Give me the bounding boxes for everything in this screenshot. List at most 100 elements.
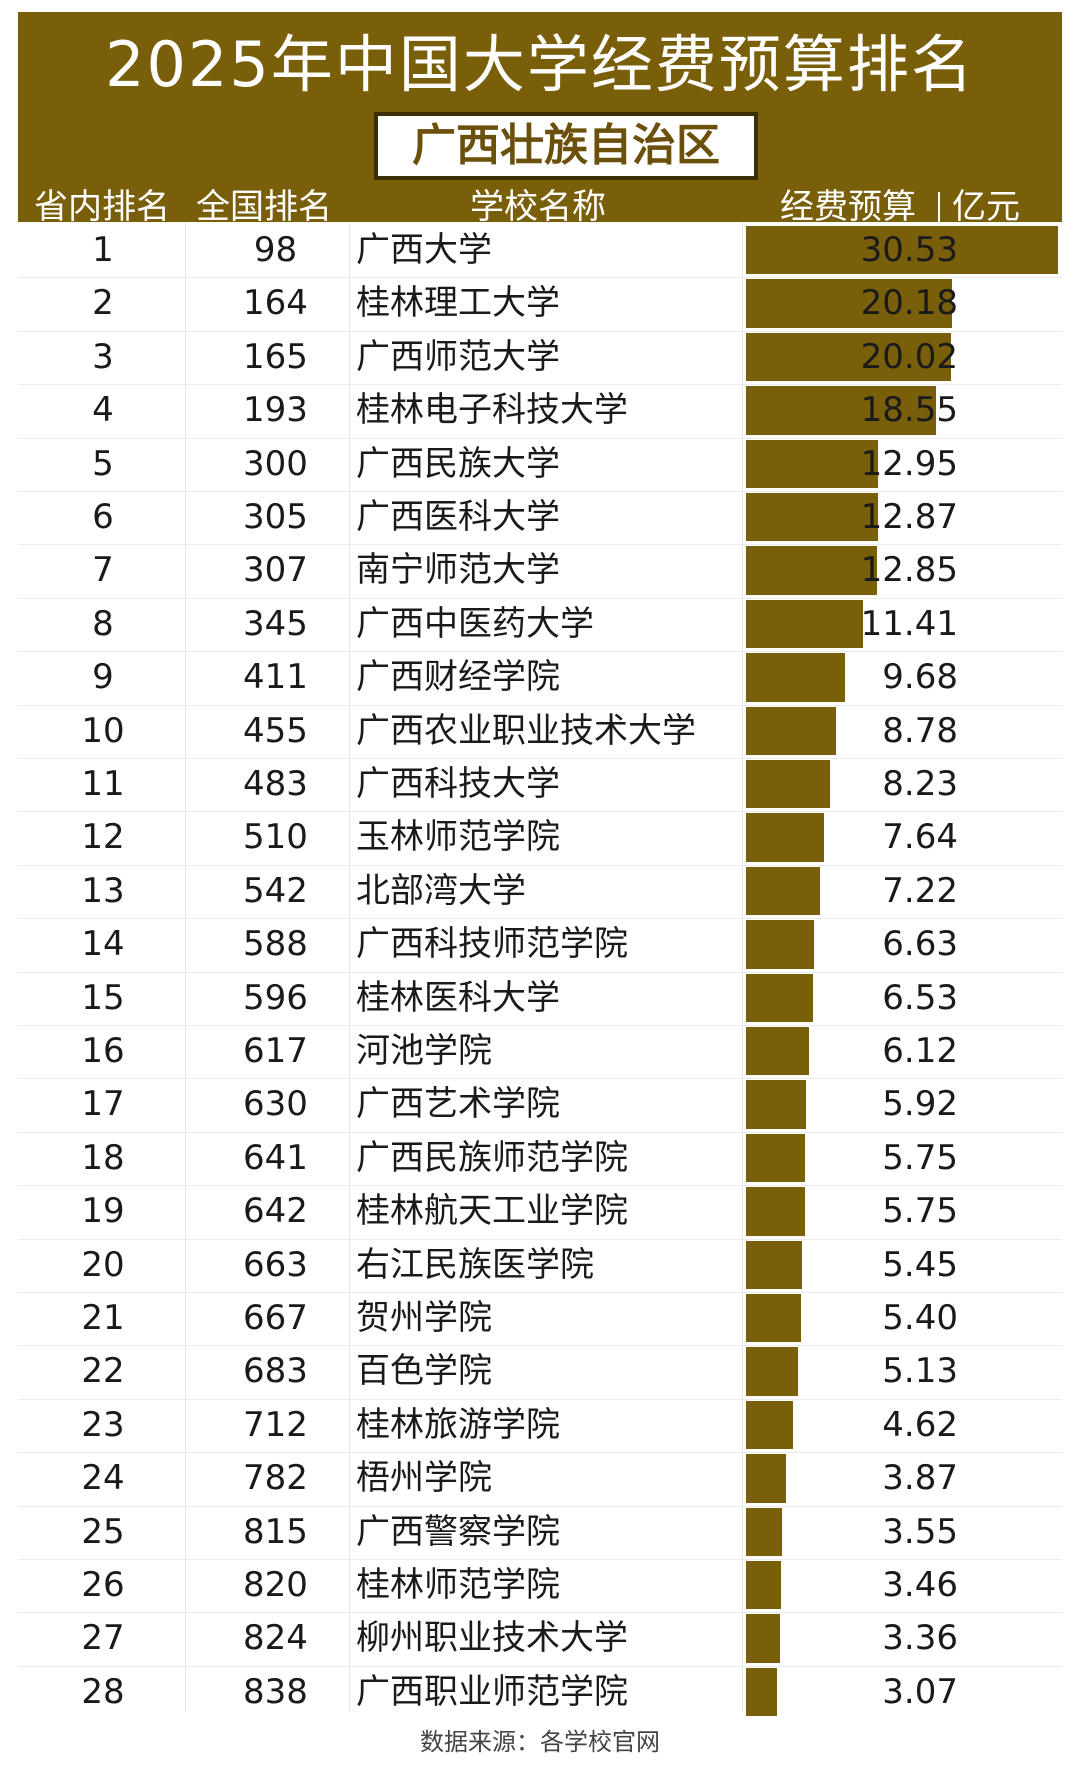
province-rank-cell: 24 <box>81 1458 125 1499</box>
school-name-cell: 百色学院 <box>356 1351 492 1392</box>
row-divider <box>18 437 1062 439</box>
budget-bar <box>746 1294 802 1343</box>
school-name-cell: 广西财经学院 <box>356 657 560 698</box>
table-row: 26 820 桂林师范学院 3.46 <box>18 1559 1062 1612</box>
province-rank-cell: 28 <box>81 1671 125 1712</box>
budget-bar <box>746 386 936 435</box>
budget-bar <box>746 1187 805 1236</box>
row-divider <box>18 1452 1062 1454</box>
province-rank-cell: 6 <box>92 497 114 537</box>
province-rank-cell: 25 <box>81 1511 125 1552</box>
school-name-cell: 南宁师范大学 <box>356 550 560 591</box>
row-divider <box>18 1559 1062 1560</box>
column-divider <box>185 222 186 1712</box>
budget-value-label: 3.87 <box>882 1458 958 1499</box>
table-row: 8 345 广西中医药大学 11.41 <box>18 598 1062 651</box>
header-banner: 2025年中国大学经费预算排名 广西壮族自治区 省内排名 全国排名 学校名称 经… <box>18 12 1062 227</box>
budget-bar <box>746 599 863 649</box>
budget-value-label: 6.63 <box>882 924 958 965</box>
budget-bar <box>746 813 825 862</box>
province-rank-cell: 11 <box>81 764 125 804</box>
row-divider <box>18 277 1062 279</box>
row-divider <box>18 758 1062 759</box>
province-rank-cell: 20 <box>81 1244 125 1285</box>
budget-value-label: 3.55 <box>882 1511 958 1552</box>
row-divider <box>18 1345 1062 1347</box>
national-rank-cell: 345 <box>243 603 308 644</box>
budget-bar <box>746 1507 783 1556</box>
budget-bar <box>746 760 831 809</box>
budget-bar <box>746 1400 794 1450</box>
budget-value-label: 20.18 <box>860 283 958 324</box>
budget-value-label: 5.13 <box>882 1351 958 1392</box>
row-divider <box>18 1612 1062 1614</box>
budget-bar <box>746 1561 782 1610</box>
header-province-rank: 省内排名 <box>34 187 170 227</box>
budget-bar <box>746 546 878 595</box>
school-name-cell: 广西职业师范学院 <box>356 1671 628 1712</box>
table-row: 4 193 桂林电子科技大学 18.55 <box>18 384 1062 437</box>
row-divider <box>18 864 1062 866</box>
budget-value-label: 5.40 <box>882 1298 958 1338</box>
budget-value-label: 11.41 <box>860 603 958 644</box>
national-rank-cell: 483 <box>243 764 308 804</box>
row-divider <box>18 1131 1062 1133</box>
row-divider <box>18 971 1062 973</box>
row-divider <box>18 1665 1062 1667</box>
budget-bar <box>746 439 879 488</box>
budget-value-label: 7.64 <box>882 817 958 858</box>
national-rank-cell: 667 <box>243 1298 308 1338</box>
budget-value-label: 4.62 <box>882 1404 958 1445</box>
budget-bar <box>746 1667 778 1717</box>
header-unit: 亿元 <box>952 187 1020 227</box>
school-name-cell: 广西艺术学院 <box>356 1084 560 1125</box>
header-unit-separator <box>938 192 940 226</box>
row-divider <box>18 491 1062 492</box>
province-rank-cell: 16 <box>81 1031 125 1071</box>
table-row: 15 596 桂林医科大学 6.53 <box>18 972 1062 1025</box>
national-rank-cell: 630 <box>243 1084 308 1125</box>
table-row: 28 838 广西职业师范学院 3.07 <box>18 1666 1062 1719</box>
table-row: 24 782 梧州学院 3.87 <box>18 1452 1062 1505</box>
budget-bar <box>746 332 951 382</box>
budget-bar <box>746 866 820 916</box>
national-rank-cell: 782 <box>243 1458 308 1499</box>
table-row: 27 824 柳州职业技术大学 3.36 <box>18 1612 1062 1665</box>
school-name-cell: 桂林旅游学院 <box>356 1404 560 1445</box>
region-subtitle: 广西壮族自治区 <box>374 112 758 180</box>
province-rank-cell: 23 <box>81 1404 125 1445</box>
table-row: 23 712 桂林旅游学院 4.62 <box>18 1399 1062 1452</box>
table-row: 16 617 河池学院 6.12 <box>18 1025 1062 1078</box>
school-name-cell: 广西中医药大学 <box>356 603 594 644</box>
table-row: 7 307 南宁师范大学 12.85 <box>18 544 1062 597</box>
province-rank-cell: 7 <box>92 550 114 591</box>
budget-bar <box>746 920 814 969</box>
province-rank-cell: 27 <box>81 1618 125 1659</box>
province-rank-cell: 5 <box>92 443 114 484</box>
national-rank-cell: 824 <box>243 1618 308 1659</box>
school-name-cell: 桂林师范学院 <box>356 1565 560 1605</box>
row-divider <box>18 1505 1062 1507</box>
budget-bar <box>746 1080 807 1129</box>
school-name-cell: 右江民族医学院 <box>356 1244 594 1285</box>
table-row: 14 588 广西科技师范学院 6.63 <box>18 918 1062 971</box>
budget-bar <box>746 226 1058 275</box>
budget-value-label: 5.92 <box>882 1084 958 1125</box>
table-row: 10 455 广西农业职业技术大学 8.78 <box>18 705 1062 758</box>
budget-value-label: 5.45 <box>882 1244 958 1285</box>
national-rank-cell: 305 <box>243 497 308 537</box>
national-rank-cell: 98 <box>253 230 298 270</box>
school-name-cell: 广西科技师范学院 <box>356 924 628 965</box>
budget-bar <box>746 1027 809 1076</box>
province-rank-cell: 4 <box>92 390 114 431</box>
national-rank-cell: 617 <box>243 1031 308 1071</box>
table-row: 2 164 桂林理工大学 20.18 <box>18 277 1062 330</box>
national-rank-cell: 164 <box>243 283 308 324</box>
school-name-cell: 桂林航天工业学院 <box>356 1191 628 1232</box>
table-row: 3 165 广西师范大学 20.02 <box>18 331 1062 384</box>
school-name-cell: 梧州学院 <box>356 1458 492 1499</box>
budget-bar <box>746 1614 781 1663</box>
national-rank-cell: 641 <box>243 1137 308 1178</box>
row-divider <box>18 1078 1062 1080</box>
school-name-cell: 北部湾大学 <box>356 870 526 911</box>
